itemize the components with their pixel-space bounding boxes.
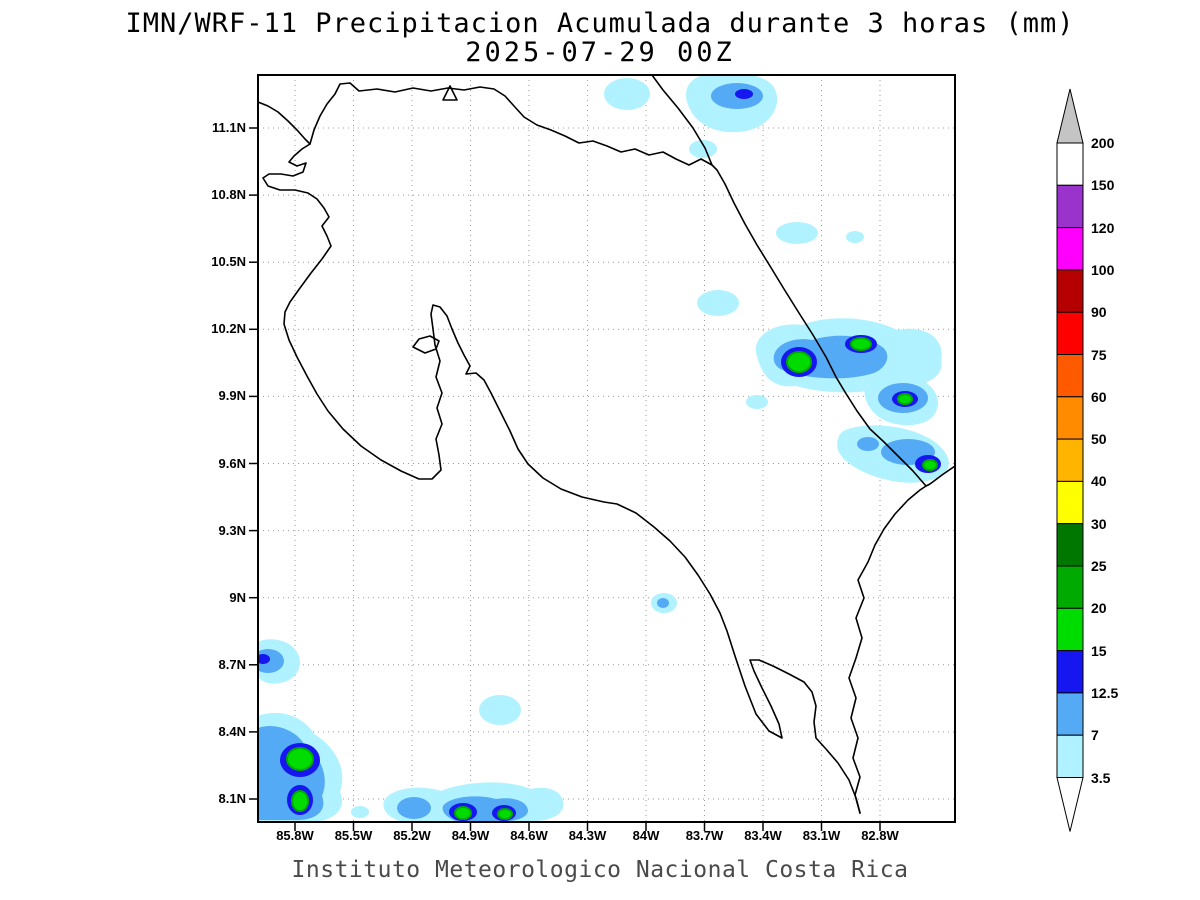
coastline-nicaragua-caribbean (651, 75, 713, 166)
lat-tick-label: 8.7N (218, 656, 246, 672)
colorbar-label: 15 (1091, 642, 1107, 659)
colorbar-segment (1056, 184, 1084, 229)
colorbar-label: 30 (1091, 515, 1107, 532)
lat-tick-label: 11.1N (212, 120, 246, 135)
precip-contour (397, 797, 431, 819)
colorbar-label: 40 (1091, 473, 1107, 490)
precip-contour (454, 806, 472, 820)
precip-contour (258, 654, 270, 664)
border-nicaragua (309, 82, 713, 166)
colorbar-segment (1056, 480, 1084, 525)
colorbar-label: 100 (1091, 261, 1115, 278)
map-title: IMN/WRF-11 Precipitacion Acumulada duran… (125, 8, 1075, 39)
colorbar-segment (1056, 142, 1084, 186)
lon-tick-label: 82.8W (861, 828, 899, 843)
precip-contour (786, 351, 812, 373)
precip-contour (776, 222, 818, 244)
precip-contour (479, 695, 521, 725)
lon-tick-label: 84.6W (510, 828, 548, 843)
colorbar-label: 25 (1091, 558, 1107, 574)
lat-tick-label: 9N (229, 589, 246, 605)
precip-contour (735, 89, 753, 99)
colorbar-label: 50 (1091, 431, 1107, 448)
precip-contour (697, 290, 739, 316)
precip-contour (846, 231, 864, 243)
lat-tick-label: 8.4N (218, 723, 246, 739)
colorbar-label: 7 (1091, 727, 1099, 744)
lon-tick-label: 84W (632, 828, 660, 843)
colorbar-segment (1056, 523, 1084, 567)
precip-contour (689, 140, 717, 158)
colorbar (1056, 88, 1084, 832)
precip-contour (657, 598, 669, 608)
colorbar-segment (1056, 311, 1084, 356)
precip-contour (286, 747, 314, 771)
precip-contour (857, 437, 879, 451)
colorbar-segment (1056, 354, 1084, 398)
lon-tick-label: 85.2W (393, 828, 431, 843)
colorbar-segment (1056, 269, 1084, 313)
colorbar-label: 3.5 (1091, 769, 1111, 786)
colorbar-segment (1056, 438, 1084, 482)
lat-tick-label: 10.2N (211, 321, 246, 337)
lon-tick-label: 83.1W (802, 828, 841, 843)
lon-tick-label: 83.4W (744, 828, 782, 843)
colorbar-label: 12.5 (1091, 684, 1119, 701)
isla-chira (412, 335, 440, 354)
border-panama (848, 485, 927, 814)
colorbar-label: 75 (1091, 346, 1107, 363)
lon-tick-label: 85.8W (276, 828, 314, 843)
lat-tick-label: 9.3N (218, 522, 246, 538)
colorbar-segment (1056, 734, 1084, 779)
precip-contour (604, 78, 650, 110)
colorbar-segment (1056, 650, 1084, 694)
colorbar-label: 90 (1091, 304, 1107, 321)
colorbar-label: 120 (1091, 219, 1115, 236)
colorbar-segment (1056, 227, 1084, 271)
lat-tick-label: 10.5N (211, 254, 246, 270)
coastline-pacific (258, 101, 861, 814)
precip-contour (746, 395, 768, 409)
lon-tick-label: 84.9W (451, 828, 490, 843)
footer-credit: Instituto Meteorologico Nacional Costa R… (291, 857, 909, 883)
coastlines (258, 75, 955, 814)
precip-contour (897, 393, 913, 405)
precipitation-contours (258, 75, 949, 822)
lat-tick-label: 9.9N (218, 388, 246, 404)
map-subtitle: 2025-07-29 00Z (465, 37, 735, 68)
lon-tick-label: 85.5W (334, 828, 373, 843)
lon-tick-label: 83.7W (685, 828, 724, 843)
colorbar-arrow-top (1056, 88, 1084, 144)
colorbar-arrow-bottom (1056, 777, 1084, 832)
colorbar-label: 200 (1091, 135, 1115, 151)
lon-tick-label: 84.3W (568, 828, 607, 843)
precip-contour (850, 337, 872, 351)
precip-contour (351, 806, 369, 818)
precip-contour (922, 459, 938, 471)
precip-contour (291, 790, 309, 812)
lat-tick-label: 10.8N (211, 187, 246, 203)
lat-tick-label: 9.6N (218, 455, 246, 471)
coastline-caribbean (711, 164, 955, 487)
colorbar-segment (1056, 607, 1084, 652)
lat-tick-label: 8.1N (218, 791, 246, 806)
axis-tick-marks (249, 127, 881, 831)
colorbar-label: 150 (1091, 177, 1115, 194)
colorbar-label: 20 (1091, 600, 1107, 617)
colorbar-segment (1056, 396, 1084, 440)
precip-contour (497, 808, 513, 820)
lake-island-triangle (442, 85, 458, 101)
colorbar-segment (1056, 565, 1084, 609)
map-frame (257, 74, 956, 823)
colorbar-label: 60 (1091, 388, 1107, 405)
colorbar-segment (1056, 692, 1084, 736)
